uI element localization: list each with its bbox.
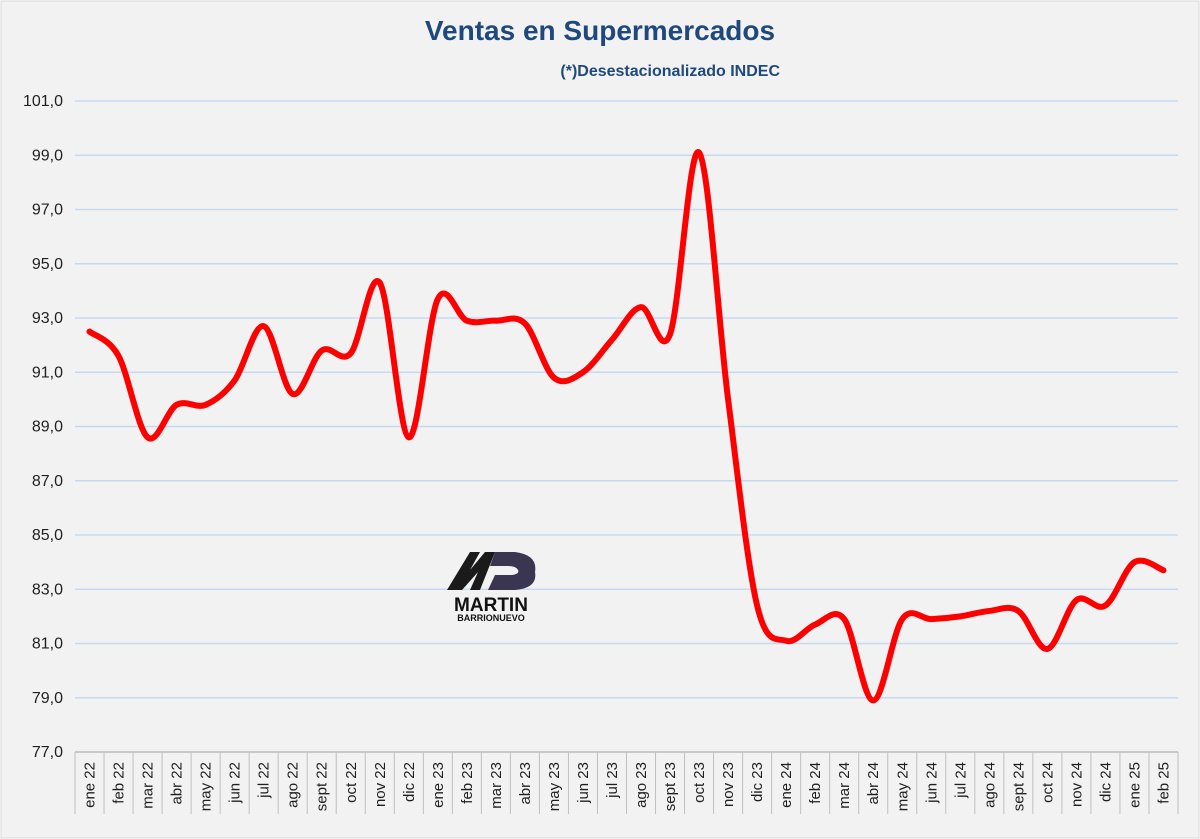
x-tick-label: ene 22 <box>82 762 99 808</box>
x-tick-label: dic 24 <box>1097 762 1114 802</box>
x-tick-label: abr 22 <box>169 762 186 805</box>
x-tick-label: dic 23 <box>749 762 766 802</box>
y-tick-label: 85,0 <box>32 527 63 544</box>
x-tick-label: mar 24 <box>836 762 853 809</box>
x-tick-label: dic 22 <box>401 762 418 802</box>
x-tick-label: feb 22 <box>111 762 128 804</box>
x-tick-label: jul 24 <box>952 762 969 799</box>
logo-text: BARRIONUEVO <box>457 613 525 623</box>
logo-text: MARTIN <box>454 595 528 616</box>
y-tick-label: 79,0 <box>32 690 63 707</box>
x-tick-label: ene 24 <box>778 762 795 808</box>
x-tick-label: ene 25 <box>1126 762 1143 808</box>
logo-shape <box>447 552 495 590</box>
y-tick-label: 95,0 <box>32 256 63 273</box>
x-tick-label: jul 22 <box>256 762 273 799</box>
x-tick-label: ago 22 <box>285 762 302 808</box>
x-tick-label: abr 24 <box>865 762 882 805</box>
line-series <box>86 149 1167 704</box>
x-tick-label: mar 23 <box>488 762 505 809</box>
x-tick-label: may 24 <box>894 762 911 811</box>
x-tick-label: ago 23 <box>633 762 650 808</box>
x-tick-label: jul 23 <box>604 762 621 799</box>
x-tick-label: sept 23 <box>662 762 679 811</box>
x-tick-label: nov 23 <box>720 762 737 807</box>
y-tick-label: 93,0 <box>32 310 63 327</box>
chart-title: Ventas en Supermercados <box>425 15 775 46</box>
y-tick-label: 77,0 <box>32 744 63 761</box>
logo-shape <box>488 552 536 590</box>
y-tick-label: 81,0 <box>32 636 63 653</box>
y-tick-label: 101,0 <box>23 93 63 110</box>
logo: MARTIN BARRIONUEVO <box>447 552 536 623</box>
x-tick-label: mar 22 <box>140 762 157 809</box>
x-tick-label: sept 22 <box>314 762 331 811</box>
x-tick-label: may 22 <box>198 762 215 811</box>
x-tick-label: ago 24 <box>981 762 998 808</box>
x-tick-label: oct 24 <box>1039 762 1056 803</box>
x-tick-label: jun 24 <box>923 762 940 804</box>
x-tick-label: feb 25 <box>1155 762 1172 804</box>
x-tick-label: jun 23 <box>575 762 592 804</box>
chart-subtitle: (*)Desestacionalizado INDEC <box>560 63 780 80</box>
y-tick-label: 97,0 <box>32 202 63 219</box>
x-tick-label: abr 23 <box>517 762 534 805</box>
x-tick-label: oct 23 <box>691 762 708 803</box>
y-tick-label: 87,0 <box>32 473 63 490</box>
y-tick-label: 99,0 <box>32 147 63 164</box>
y-tick-label: 89,0 <box>32 419 63 436</box>
x-tick-label: nov 24 <box>1068 762 1085 807</box>
x-tick-label: ene 23 <box>430 762 447 808</box>
x-tick-label: jun 22 <box>227 762 244 804</box>
x-tick-label: feb 24 <box>807 762 824 804</box>
x-tick-label: oct 22 <box>343 762 360 803</box>
y-tick-label: 91,0 <box>32 364 63 381</box>
x-tick-label: feb 23 <box>459 762 476 804</box>
x-tick-label: nov 22 <box>372 762 389 807</box>
y-tick-label: 83,0 <box>32 581 63 598</box>
x-tick-label: sept 24 <box>1010 762 1027 811</box>
x-tick-label: may 23 <box>546 762 563 811</box>
